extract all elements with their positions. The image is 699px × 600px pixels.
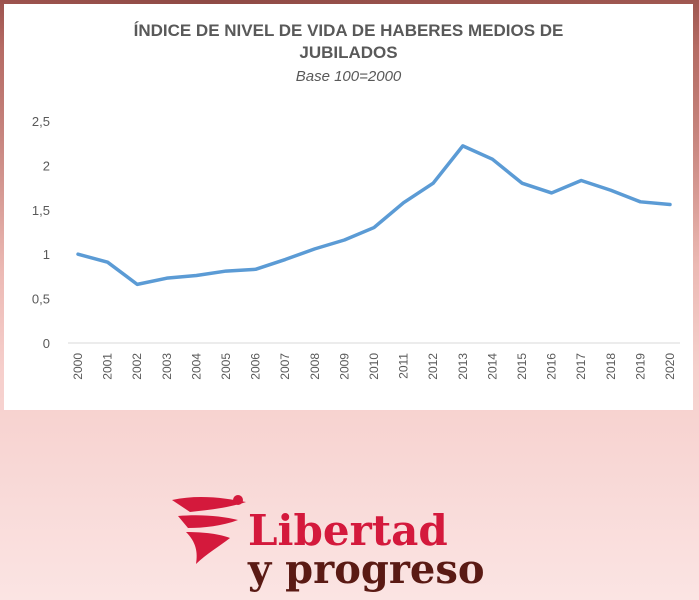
y-tick-label: 0	[43, 336, 50, 351]
x-tick-label: 2002	[130, 353, 144, 380]
logo-text-y-progreso: y progreso	[248, 546, 485, 593]
x-tick-label: 2011	[397, 353, 411, 379]
y-tick-label: 2,5	[32, 114, 50, 129]
x-tick-label: 2004	[189, 353, 203, 380]
chart-title-line1: ÍNDICE DE NIVEL DE VIDA DE HABERES MEDIO…	[133, 21, 564, 40]
chart-subtitle: Base 100=2000	[295, 68, 402, 85]
x-tick-label: 2008	[308, 353, 322, 380]
x-tick-label: 2013	[456, 353, 470, 380]
x-tick-label: 2001	[101, 353, 115, 380]
chart-title-line2: JUBILADOS	[299, 43, 398, 62]
x-tick-label: 2003	[160, 353, 174, 380]
series-line	[76, 144, 672, 287]
x-tick-label: 2015	[515, 353, 529, 380]
x-tick-label: 2005	[219, 353, 233, 380]
x-tick-label: 2012	[426, 353, 440, 380]
chart-card: ÍNDICE DE NIVEL DE VIDA DE HABERES MEDIO…	[4, 4, 693, 410]
logo-text-libertad: Libertad	[248, 506, 448, 555]
y-tick-label: 1,5	[32, 203, 50, 218]
x-tick-label: 2006	[249, 353, 263, 380]
x-tick-label: 2017	[574, 353, 588, 380]
brand-logo: Libertad y progreso	[168, 488, 548, 600]
y-tick-label: 2	[43, 158, 50, 173]
x-tick-label: 2014	[485, 353, 499, 380]
x-tick-label: 2010	[367, 353, 381, 380]
x-tick-label: 2020	[663, 353, 677, 380]
y-tick-label: 1	[43, 247, 50, 262]
x-tick-label: 2018	[604, 353, 618, 380]
x-tick-label: 2016	[545, 353, 559, 380]
y-tick-label: 0,5	[32, 292, 50, 307]
line-chart: 0 0,5 1 1,5 2 2,5 2000 2001 2002 2003 2004 2005 2006…	[32, 114, 680, 380]
x-tick-label: 2000	[71, 353, 85, 380]
x-tick-label: 2019	[633, 353, 647, 380]
bird-logo-icon	[172, 495, 246, 564]
x-tick-label: 2009	[337, 353, 351, 380]
x-tick-label: 2007	[278, 353, 292, 380]
